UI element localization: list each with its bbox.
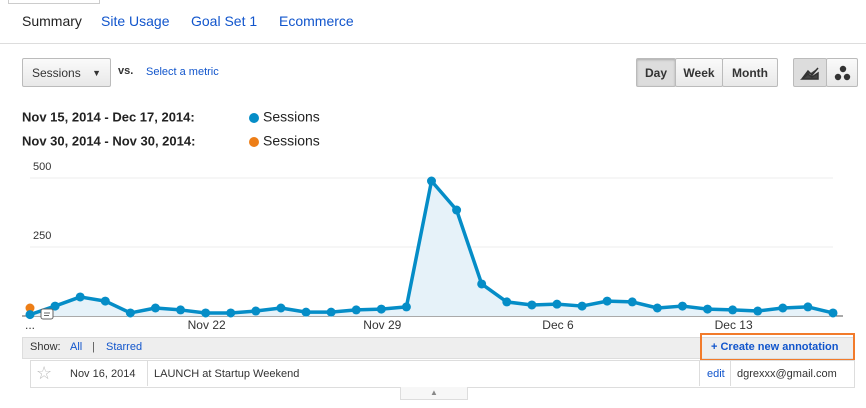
legend-range: Nov 15, 2014 - Dec 17, 2014:: [22, 109, 195, 124]
point: [301, 307, 311, 317]
point: [125, 308, 135, 318]
tab-outline: [8, 0, 100, 4]
period-button[interactable]: Month: [722, 58, 778, 87]
legend-label: Sessions: [263, 109, 320, 125]
tab[interactable]: Goal Set 1: [191, 13, 258, 29]
period-button[interactable]: Day: [636, 58, 676, 87]
point: [452, 205, 462, 215]
scatter-icon: [834, 65, 851, 81]
point: [728, 305, 738, 315]
cell-divider: [730, 360, 731, 386]
point: [376, 304, 386, 314]
line-view-button[interactable]: [793, 58, 827, 87]
point: [703, 304, 713, 314]
x-tick-label: Dec 13: [715, 318, 753, 332]
point: [401, 302, 411, 312]
point: [50, 301, 60, 311]
point: [251, 306, 261, 316]
annotation-user: dgrexxx@gmail.com: [737, 368, 837, 380]
marker-bubble: [40, 308, 54, 320]
compare-link[interactable]: Select a metric: [146, 66, 219, 78]
point: [778, 303, 788, 313]
y-tick-label: 500: [33, 161, 51, 173]
legend-range: Nov 30, 2014 - Nov 30, 2014:: [22, 133, 195, 148]
divider: [0, 43, 866, 44]
create-annotation-link[interactable]: + Create new annotation: [711, 341, 839, 353]
edit-link[interactable]: edit: [707, 368, 725, 380]
point: [427, 176, 436, 186]
legend-label: Sessions: [263, 133, 320, 149]
show-label: Show:: [30, 341, 61, 353]
point: [351, 305, 361, 315]
point: [226, 308, 236, 318]
point: [150, 303, 160, 313]
scatter-view-button[interactable]: [826, 58, 858, 87]
tab[interactable]: Site Usage: [101, 13, 170, 29]
legend-dot: [249, 137, 259, 147]
cell-divider: [699, 360, 700, 386]
annotation-date: Nov 16, 2014: [70, 368, 136, 380]
point: [25, 303, 35, 313]
point: [477, 279, 487, 289]
annotation-marker: [40, 308, 54, 320]
show-all-link[interactable]: All: [70, 341, 83, 353]
point: [577, 301, 587, 311]
point: [527, 300, 537, 310]
x-tick-label: Nov 22: [188, 318, 226, 332]
point: [627, 297, 637, 307]
dropdown-arrow: ▼: [92, 68, 101, 78]
vs-label: vs.: [118, 65, 134, 77]
metric-label: Sessions: [32, 66, 81, 80]
chart: Nov 15, 2014 - Dec 17, 2014: Sessions Nov …: [22, 109, 843, 332]
x-tick-label: ...: [25, 318, 35, 332]
line-icon: [799, 67, 819, 80]
point: [25, 310, 35, 320]
period-button[interactable]: Week: [675, 58, 723, 87]
star-icon[interactable]: ☆: [36, 363, 53, 383]
y-tick-label: 250: [33, 230, 51, 242]
point: [652, 303, 662, 313]
area: [30, 181, 833, 316]
marker-lines: [44, 312, 50, 316]
point: [753, 306, 763, 316]
legend-dot: [249, 113, 259, 123]
point: [276, 303, 286, 313]
annotation-text: LAUNCH at Startup Weekend: [154, 368, 300, 380]
separator: |: [92, 341, 95, 353]
metric-dropdown[interactable]: Sessions ▼: [22, 58, 111, 87]
point: [100, 296, 110, 306]
point: [602, 296, 612, 306]
point: [828, 308, 838, 318]
point: [75, 292, 85, 302]
point: [803, 302, 813, 312]
cell-divider: [147, 360, 148, 386]
point: [502, 297, 512, 307]
point: [677, 301, 687, 311]
collapse-tab[interactable]: ▲: [400, 387, 468, 400]
point: [201, 308, 211, 318]
point: [552, 299, 562, 309]
tab[interactable]: Ecommerce: [279, 13, 354, 29]
tab[interactable]: Summary: [22, 13, 82, 29]
x-tick-label: Nov 29: [363, 318, 401, 332]
point: [176, 305, 186, 315]
starred-link[interactable]: Starred: [106, 341, 143, 353]
point: [326, 307, 336, 317]
x-tick-label: Dec 6: [542, 318, 574, 332]
